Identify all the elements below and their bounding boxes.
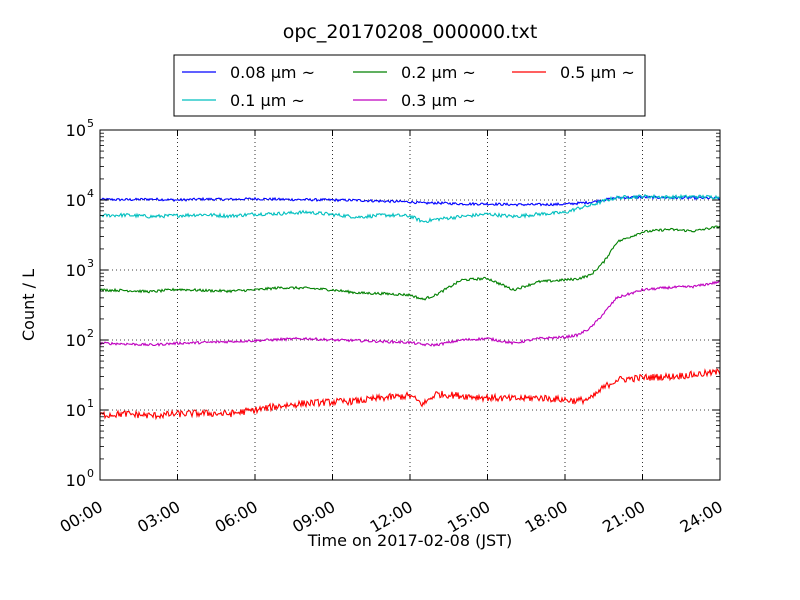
- legend-label: 0.08 μm ~: [230, 63, 315, 82]
- y-axis-label: Count / L: [19, 269, 38, 341]
- legend-label: 0.1 μm ~: [230, 91, 305, 110]
- y-tick-label: 10 1: [66, 397, 94, 420]
- y-tick-label: 10 4: [66, 187, 94, 210]
- y-tick-label-base: 10: [66, 261, 86, 280]
- y-tick-label-base: 10: [66, 331, 86, 350]
- y-tick-label-base: 10: [66, 471, 86, 490]
- y-tick-label-exponent: 4: [87, 187, 94, 200]
- y-tick-label: 10 0: [66, 467, 94, 490]
- legend: 0.08 μm ~ 0.1 μm ~ 0.2 μm ~ 0.3 μm ~ 0.5 μm …: [173, 54, 646, 117]
- axis-ticks: [99, 129, 721, 481]
- legend-label: 0.3 μm ~: [401, 91, 476, 110]
- series-line-1: [99, 193, 721, 223]
- series-line-2: [99, 225, 721, 301]
- series-line-3: [99, 279, 721, 348]
- y-tick-label: 10 3: [66, 257, 94, 280]
- y-tick-label: 10 5: [66, 117, 94, 140]
- y-tick-label-exponent: 2: [87, 327, 94, 340]
- y-tick-label: 10 2: [66, 327, 94, 350]
- y-tick-label-exponent: 3: [87, 257, 94, 270]
- legend-box: [173, 54, 646, 117]
- y-tick-label-base: 10: [66, 401, 86, 420]
- series-line-4: [99, 367, 721, 421]
- chart-title: opc_20170208_000000.txt: [283, 21, 538, 43]
- y-tick-label-exponent: 1: [87, 397, 94, 410]
- legend-label: 0.5 μm ~: [560, 63, 635, 82]
- x-axis-label: Time on 2017-02-08 (JST): [307, 531, 512, 550]
- data-series-lines: [99, 193, 721, 421]
- y-tick-label-base: 10: [66, 191, 86, 210]
- y-tick-label-exponent: 0: [87, 467, 94, 480]
- legend-label: 0.2 μm ~: [401, 63, 476, 82]
- y-tick-label-base: 10: [66, 121, 86, 140]
- y-tick-label-exponent: 5: [87, 117, 94, 130]
